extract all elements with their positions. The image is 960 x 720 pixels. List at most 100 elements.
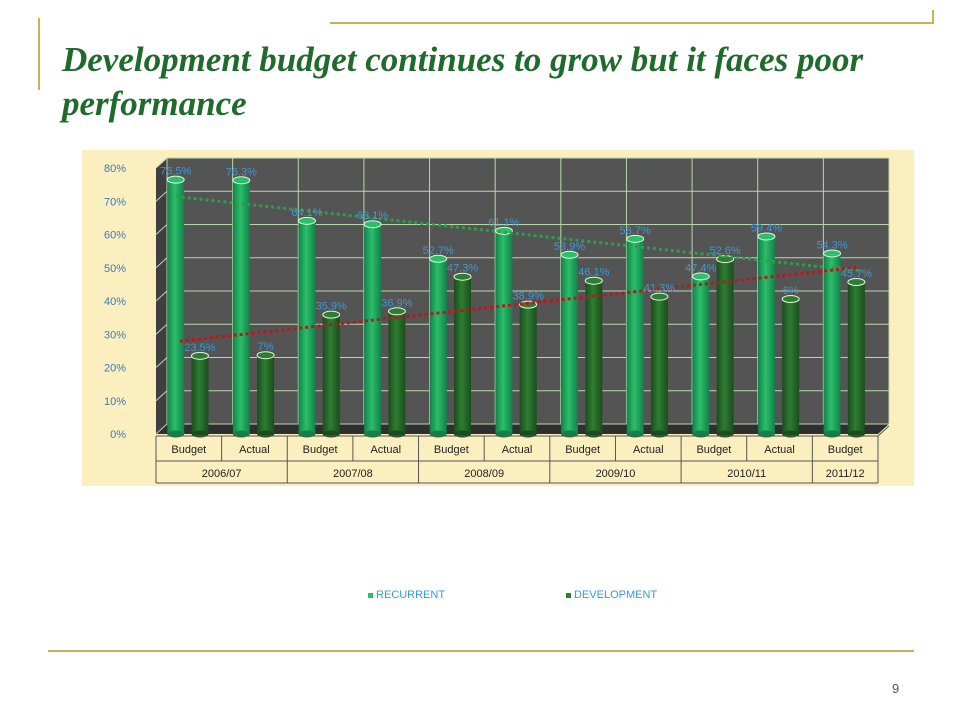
x-tick-label: Actual bbox=[370, 444, 401, 456]
x-tick-label: Budget bbox=[828, 444, 863, 456]
bar-development-cap bbox=[781, 295, 800, 304]
gridline-side bbox=[155, 257, 168, 269]
data-label-recurrent: 76.3% bbox=[226, 166, 257, 178]
bar-recurrent-body bbox=[626, 238, 644, 434]
bar-recurrent bbox=[429, 254, 448, 438]
gridline-side bbox=[155, 157, 168, 169]
data-label-development: 35.9% bbox=[316, 301, 347, 313]
data-label-recurrent: 52.7% bbox=[423, 245, 454, 257]
bar-recurrent-body bbox=[692, 276, 710, 434]
data-label-recurrent: 58.7% bbox=[620, 225, 651, 237]
data-label-development: 46.1% bbox=[578, 267, 609, 279]
gridline-side bbox=[155, 224, 168, 235]
data-label-development: 7% bbox=[258, 341, 274, 353]
bar-recurrent-body bbox=[757, 236, 775, 434]
x-tick-label: Budget bbox=[434, 444, 469, 456]
bar-development bbox=[519, 300, 538, 438]
bar-recurrent bbox=[166, 175, 185, 438]
slide-title: Development budget continues to grow but… bbox=[62, 40, 864, 123]
x-axis: Budget Actual Budget Actual Budget Actual Budg… bbox=[155, 425, 890, 484]
bar-development-body bbox=[322, 314, 340, 434]
trendline-recurrent bbox=[175, 195, 863, 273]
legend-label-development: DEVELOPMENT bbox=[574, 589, 658, 601]
y-tick-label: 70% bbox=[104, 196, 126, 208]
bar-recurrent bbox=[232, 176, 251, 438]
bar-recurrent bbox=[691, 272, 710, 438]
y-tick-label: 60% bbox=[104, 230, 126, 242]
x-group-label: 2006/07 bbox=[202, 468, 242, 480]
y-tick-label: 80% bbox=[104, 163, 126, 175]
legend-item-development: DEVELOPMENT bbox=[566, 587, 657, 603]
y-tick-label: 50% bbox=[104, 263, 126, 275]
bar-recurrent-body bbox=[232, 180, 250, 434]
bar-recurrent-cap bbox=[691, 272, 710, 281]
bar-recurrent-body bbox=[561, 254, 579, 434]
gridline-side bbox=[155, 323, 168, 335]
data-label-development: 23.5% bbox=[184, 342, 215, 354]
bar-recurrent-cap bbox=[363, 220, 382, 229]
y-axis-ticks: 0% 10% 20% 30% 40% 50% 60% 70% 80% bbox=[104, 163, 126, 441]
y-tick-label: 0% bbox=[110, 429, 126, 441]
chart-legend: RECURRENT DEVELOPMENT bbox=[0, 587, 960, 603]
bar-recurrent-body bbox=[495, 230, 513, 434]
y-tick-label: 30% bbox=[104, 329, 126, 341]
bar-development bbox=[584, 276, 603, 438]
trendline-development bbox=[179, 266, 857, 343]
x-tick-label: Actual bbox=[239, 444, 270, 456]
bar-development-body bbox=[388, 311, 406, 434]
bar-development-body bbox=[782, 299, 800, 434]
bar-development-body bbox=[519, 304, 537, 434]
bar-recurrent-body bbox=[429, 258, 447, 434]
chart-area: 0% 10% 20% 30% 40% 50% 60% 70% 80% 76.5% 23.5% 76.… bbox=[82, 150, 914, 486]
bar-development bbox=[256, 351, 275, 438]
x-tick-label: Budget bbox=[696, 444, 731, 456]
bar-development bbox=[387, 307, 406, 438]
x-axis-corner bbox=[877, 425, 890, 437]
data-label-development: 52.6% bbox=[709, 245, 740, 257]
bar-development-cap bbox=[453, 272, 472, 281]
bar-recurrent bbox=[757, 232, 776, 438]
bar-recurrent-cap bbox=[429, 254, 448, 263]
data-label-development: 38.9% bbox=[513, 291, 544, 303]
data-label-development: 41.3% bbox=[644, 283, 675, 295]
x-group-label: 2008/09 bbox=[464, 468, 504, 480]
data-label-development: 6% bbox=[783, 285, 799, 297]
data-label-development: 47.3% bbox=[447, 263, 478, 275]
bar-development-cap bbox=[584, 276, 603, 285]
legend-label-recurrent: RECURRENT bbox=[376, 589, 446, 601]
x-tick-label: Actual bbox=[633, 444, 664, 456]
x-group-label: 2011/12 bbox=[826, 468, 865, 480]
bar-recurrent-cap bbox=[166, 175, 185, 184]
decorative-top-line bbox=[330, 22, 934, 24]
bar-development-body bbox=[585, 280, 603, 434]
bar-recurrent-cap bbox=[823, 249, 842, 258]
bar-recurrent-cap bbox=[560, 250, 579, 259]
data-label-recurrent: 54.3% bbox=[816, 239, 847, 251]
data-label-development: 36.9% bbox=[381, 297, 412, 309]
trendlines bbox=[175, 195, 863, 343]
bar-recurrent-cap bbox=[626, 234, 645, 243]
x-tick-label: Actual bbox=[764, 444, 795, 456]
bar-development-body bbox=[847, 282, 865, 434]
x-tick-label: Budget bbox=[171, 444, 206, 456]
bars bbox=[166, 175, 866, 438]
bar-development bbox=[781, 295, 800, 438]
bar-development-body bbox=[716, 259, 734, 434]
legend-swatch-development bbox=[566, 592, 571, 598]
bar-chart: 0%10%20%30%40%50%60%70%80% 76.5%23.5%76.… bbox=[104, 157, 890, 484]
bar-development-body bbox=[257, 355, 275, 434]
gridline-side bbox=[155, 390, 168, 402]
x-tick-label: Actual bbox=[502, 444, 533, 456]
gridline-side bbox=[155, 357, 168, 368]
decorative-corner-tick bbox=[932, 10, 934, 24]
bar-recurrent-cap bbox=[232, 176, 251, 185]
bar-recurrent bbox=[626, 234, 645, 438]
bar-development bbox=[453, 272, 472, 438]
bar-development-cap bbox=[190, 351, 209, 360]
data-label-recurrent: 59.4% bbox=[751, 222, 782, 234]
bar-development bbox=[190, 351, 209, 438]
data-label-recurrent: 61.1% bbox=[488, 217, 519, 229]
gridline-side bbox=[155, 423, 168, 435]
bar-recurrent-body bbox=[167, 179, 185, 434]
data-label-recurrent: 64.1% bbox=[291, 207, 322, 219]
